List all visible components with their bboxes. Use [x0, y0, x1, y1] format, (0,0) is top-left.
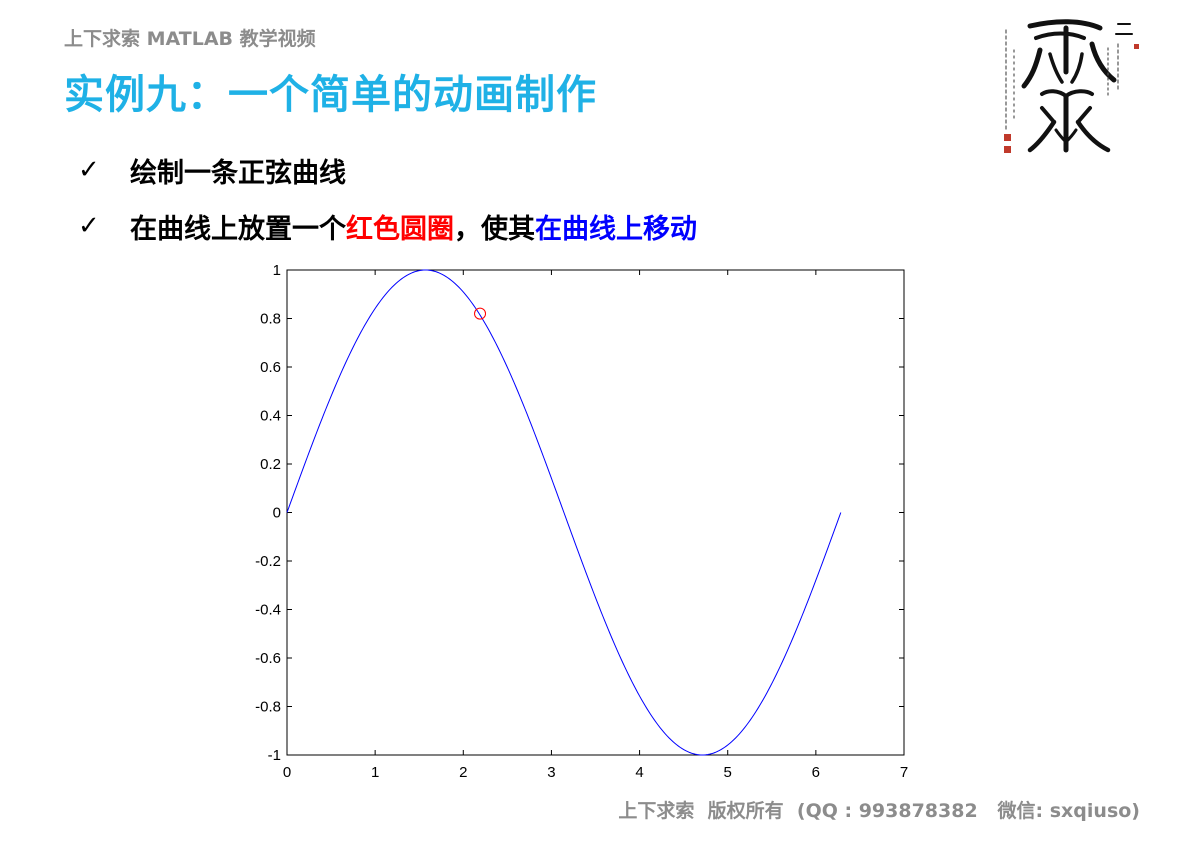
y-tick-label: -0.6 [255, 650, 281, 667]
y-tick-label: 0.6 [260, 359, 281, 376]
bullet-text: ，使其 [454, 213, 535, 245]
y-tick-label: 0.2 [260, 456, 281, 473]
bullet-text: 绘制一条正弦曲线 [130, 157, 346, 189]
x-tick-label: 2 [459, 764, 467, 781]
checkmark-icon: ✓ [78, 155, 100, 185]
bullet-text-blue: 在曲线上移动 [535, 213, 697, 245]
x-ticks: 0 1 2 3 4 5 6 7 [283, 270, 908, 781]
bullet-text: 在曲线上放置一个 [130, 213, 346, 245]
calligraphy-seal-icon [1004, 19, 1139, 153]
x-tick-label: 4 [635, 764, 643, 781]
y-tick-label: -1 [268, 747, 281, 764]
bullet-list: ✓ 绘制一条正弦曲线 ✓ 在曲线上放置一个 红色圆圈 ，使其 在曲线上移动 [78, 142, 697, 254]
series-layer [286, 269, 842, 756]
bullet-item-1: ✓ 绘制一条正弦曲线 [78, 142, 697, 198]
bullet-text-red: 红色圆圈 [346, 213, 454, 245]
sine-series-line [286, 269, 842, 756]
x-tick-label: 7 [900, 764, 908, 781]
y-ticks: -1 -0.8 -0.6 -0.4 -0.2 0 0.2 0.4 0.6 0.8 1 [255, 262, 904, 764]
y-tick-label: -0.8 [255, 699, 281, 716]
marker-layer [474, 307, 487, 320]
y-tick-label: 0.8 [260, 311, 281, 328]
x-tick-label: 5 [724, 764, 732, 781]
y-tick-label: 0.4 [260, 408, 281, 425]
red-circle-marker [474, 307, 487, 320]
x-tick-label: 3 [547, 764, 555, 781]
x-tick-label: 0 [283, 764, 291, 781]
x-tick-label: 6 [812, 764, 820, 781]
y-tick-label: 1 [273, 262, 281, 279]
checkmark-icon: ✓ [78, 211, 100, 241]
footer-copyright: 上下求索 版权所有 (QQ : 993878382 微信: sxqiuso) [618, 800, 1140, 822]
y-tick-label: -0.2 [255, 553, 281, 570]
plot-frame [286, 269, 905, 756]
sine-plot: 0 1 2 3 4 5 6 7 -1 -0.8 -0.6 -0.4 -0.2 0 0.2 0.4 0.6 0.8… [255, 262, 908, 781]
y-tick-label: 0 [273, 505, 281, 522]
slide-title: 实例九：一个简单的动画制作 [64, 72, 597, 118]
x-tick-label: 1 [371, 764, 379, 781]
bullet-item-2: ✓ 在曲线上放置一个 红色圆圈 ，使其 在曲线上移动 [78, 198, 697, 254]
header-brand: 上下求索 MATLAB 教学视频 [64, 28, 316, 50]
plot-axes [286, 269, 905, 756]
y-tick-label: -0.4 [255, 602, 281, 619]
